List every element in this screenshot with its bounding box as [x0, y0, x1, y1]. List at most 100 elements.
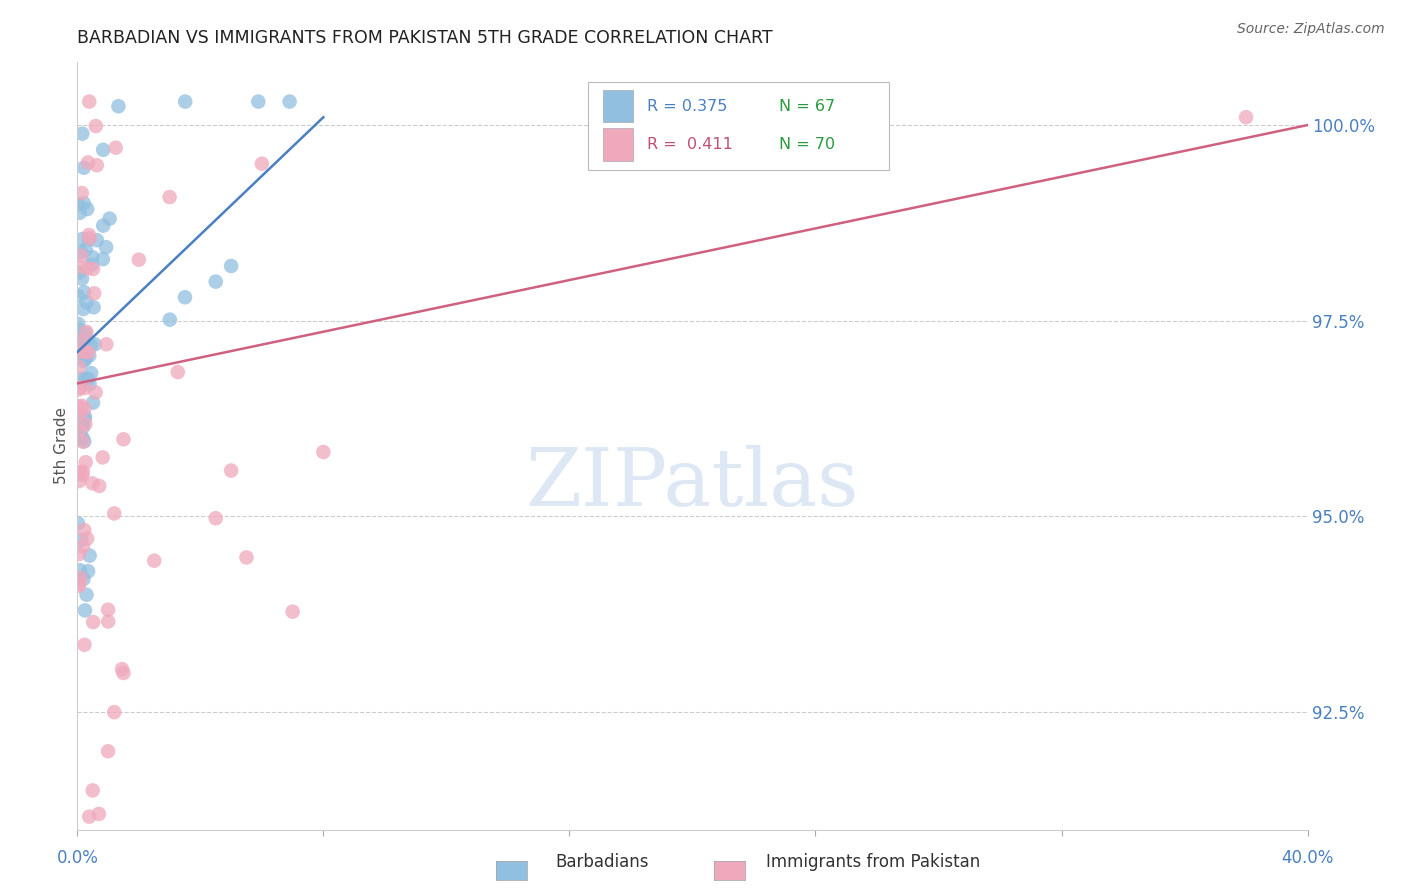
Point	[1234, 110, 1257, 124]
Point	[67, 579, 90, 593]
Point	[80, 258, 103, 272]
Point	[82, 395, 104, 409]
Point	[77, 810, 100, 824]
Point	[247, 95, 270, 109]
Point	[73, 434, 96, 449]
Point	[72, 540, 94, 554]
Point	[77, 155, 100, 169]
Point	[72, 127, 94, 141]
Point	[75, 326, 97, 340]
Point	[72, 465, 94, 479]
Point	[73, 638, 96, 652]
Point	[69, 571, 91, 585]
Point	[96, 337, 118, 351]
Point	[73, 351, 96, 366]
Point	[235, 550, 257, 565]
Point	[86, 158, 108, 172]
Point	[174, 95, 197, 109]
Point	[73, 523, 96, 537]
Point	[112, 432, 135, 446]
Point	[69, 206, 91, 220]
Point	[73, 409, 96, 424]
Point	[67, 577, 90, 591]
Point	[159, 312, 181, 326]
Point	[82, 783, 104, 797]
Point	[91, 143, 114, 157]
Point	[89, 479, 111, 493]
Point	[67, 547, 90, 561]
Point	[69, 266, 91, 280]
Point	[77, 372, 100, 386]
Point	[72, 330, 94, 344]
Point	[128, 252, 150, 267]
Point	[84, 119, 107, 133]
Point	[82, 476, 104, 491]
Point	[91, 450, 114, 465]
Point	[73, 285, 96, 300]
Point	[82, 262, 104, 277]
Point	[72, 417, 94, 432]
Point	[67, 345, 90, 359]
Point	[67, 317, 90, 331]
Point	[72, 420, 94, 434]
Point	[73, 412, 96, 426]
Point	[143, 554, 166, 568]
Point	[69, 431, 91, 445]
Point	[79, 377, 101, 392]
Point	[112, 665, 135, 680]
Point	[83, 337, 105, 351]
Point	[219, 464, 242, 478]
Point	[250, 156, 273, 170]
Text: Immigrants from Pakistan: Immigrants from Pakistan	[766, 853, 980, 871]
Bar	[603, 90, 634, 122]
Point	[77, 345, 100, 359]
Point	[97, 603, 120, 617]
Point	[67, 400, 90, 414]
Point	[91, 252, 114, 267]
Point	[97, 615, 120, 629]
Point	[67, 359, 90, 374]
Point	[84, 385, 107, 400]
Point	[79, 231, 101, 245]
Point	[82, 615, 104, 629]
Point	[83, 300, 105, 314]
Point	[278, 95, 301, 109]
Point	[75, 352, 97, 367]
Point	[70, 271, 93, 285]
Point	[67, 260, 90, 274]
Point	[70, 186, 93, 200]
Point	[111, 662, 134, 676]
Point	[73, 161, 96, 175]
Point	[219, 259, 242, 273]
Point	[69, 380, 91, 394]
Point	[77, 227, 100, 242]
Point	[72, 343, 94, 357]
Point	[75, 455, 97, 469]
Point	[82, 250, 104, 264]
Point	[312, 445, 335, 459]
Point	[76, 588, 98, 602]
Y-axis label: 5th Grade: 5th Grade	[53, 408, 69, 484]
Point	[67, 383, 90, 397]
Point	[75, 344, 97, 359]
Point	[91, 219, 114, 233]
Point	[67, 323, 90, 337]
Point	[69, 345, 91, 359]
Point	[77, 95, 100, 109]
Point	[103, 507, 125, 521]
Text: ZIPatlas: ZIPatlas	[526, 445, 859, 524]
Point	[69, 563, 91, 577]
Point	[70, 245, 93, 260]
Point	[87, 806, 110, 821]
Point	[73, 337, 96, 351]
Point	[72, 572, 94, 586]
Text: N = 70: N = 70	[779, 137, 835, 152]
Point	[73, 603, 96, 617]
Point	[75, 372, 97, 386]
Point	[72, 354, 94, 368]
Text: N = 67: N = 67	[779, 99, 835, 113]
Text: BARBADIAN VS IMMIGRANTS FROM PAKISTAN 5TH GRADE CORRELATION CHART: BARBADIAN VS IMMIGRANTS FROM PAKISTAN 5T…	[77, 29, 773, 47]
Point	[76, 202, 98, 216]
Point	[72, 431, 94, 445]
Point	[76, 532, 98, 546]
